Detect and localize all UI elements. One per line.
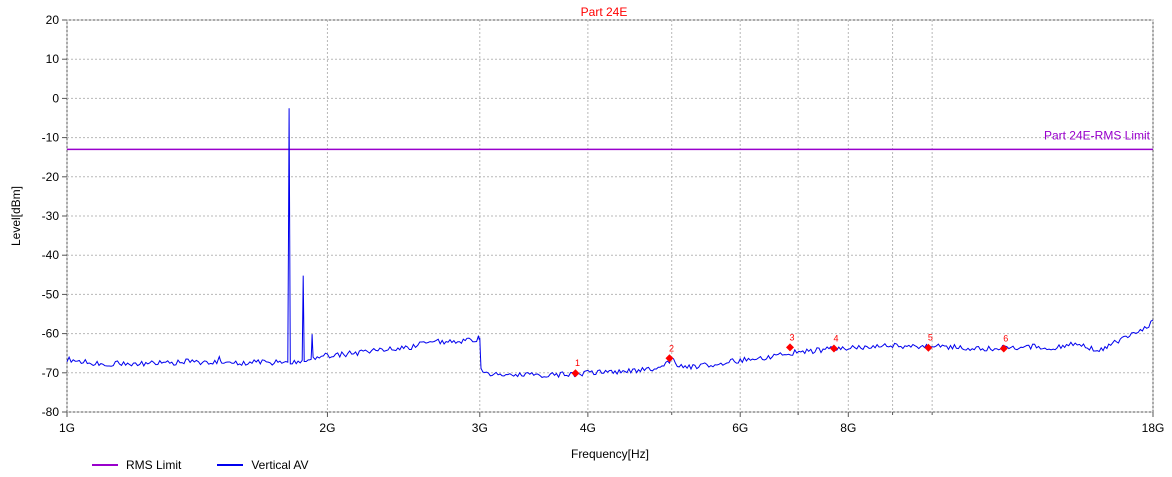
marker-label: 6 bbox=[1003, 333, 1008, 343]
legend-item-vertical-av: Vertical AV bbox=[217, 458, 308, 472]
marker-point bbox=[665, 354, 674, 363]
series-line-vertical-av bbox=[66, 108, 1154, 379]
marker-point bbox=[999, 344, 1008, 353]
legend-label-vertical-av: Vertical AV bbox=[251, 458, 309, 472]
marker-point bbox=[924, 343, 933, 352]
x-tick-label: 3G bbox=[472, 421, 488, 435]
rms-limit-label: Part 24E-RMS Limit bbox=[1044, 128, 1151, 142]
x-tick-label: 6G bbox=[732, 421, 748, 435]
x-tick-label: 1G bbox=[59, 421, 75, 435]
marker-point bbox=[829, 344, 838, 353]
x-axis-title: Frequency[Hz] bbox=[571, 447, 649, 461]
x-tick-label: 18G bbox=[1142, 421, 1165, 435]
x-tick-labels: 1G 2G 3G 4G 6G 8G 18G bbox=[59, 412, 1164, 435]
y-tick-label: -20 bbox=[42, 170, 60, 184]
markers-group: 1 2 3 4 5 6 bbox=[571, 332, 1008, 378]
legend-item-rms-limit: RMS Limit bbox=[92, 458, 181, 472]
y-axis-title: Level[dBm] bbox=[9, 186, 23, 246]
legend: RMS Limit Vertical AV bbox=[92, 458, 308, 472]
legend-swatch-vertical-av bbox=[217, 464, 244, 466]
marker-label: 2 bbox=[669, 343, 674, 353]
grid-lines bbox=[66, 19, 1154, 413]
marker-point bbox=[571, 369, 580, 378]
x-tick-label: 8G bbox=[840, 421, 856, 435]
y-tick-label: 10 bbox=[46, 52, 60, 66]
y-tick-label: -30 bbox=[42, 209, 60, 223]
y-tick-label: -80 bbox=[42, 405, 60, 419]
x-tick-label: 4G bbox=[580, 421, 596, 435]
y-tick-label: 0 bbox=[52, 91, 59, 105]
series-group bbox=[66, 108, 1154, 379]
marker-label: 4 bbox=[833, 333, 838, 343]
y-tick-label: -70 bbox=[42, 366, 60, 380]
marker-label: 5 bbox=[928, 333, 933, 343]
y-tick-label: -10 bbox=[42, 131, 60, 145]
marker-label: 1 bbox=[575, 358, 580, 368]
y-tick-labels: 20 10 0 -10 -20 -30 -40 -50 -60 -70 -80 bbox=[42, 13, 67, 419]
x-tick-label: 2G bbox=[319, 421, 335, 435]
y-tick-label: 20 bbox=[46, 13, 60, 27]
legend-label-rms-limit: RMS Limit bbox=[126, 458, 182, 472]
limit-line-group: Part 24E-RMS Limit bbox=[67, 128, 1153, 151]
plot-area bbox=[66, 19, 1154, 413]
marker-point bbox=[785, 343, 794, 352]
y-tick-label: -40 bbox=[42, 248, 60, 262]
y-tick-label: -50 bbox=[42, 287, 60, 301]
chart-title: Part 24E bbox=[581, 5, 628, 19]
marker-label: 3 bbox=[789, 332, 794, 342]
legend-swatch-rms-limit bbox=[92, 464, 118, 466]
y-tick-label: -60 bbox=[42, 327, 60, 341]
